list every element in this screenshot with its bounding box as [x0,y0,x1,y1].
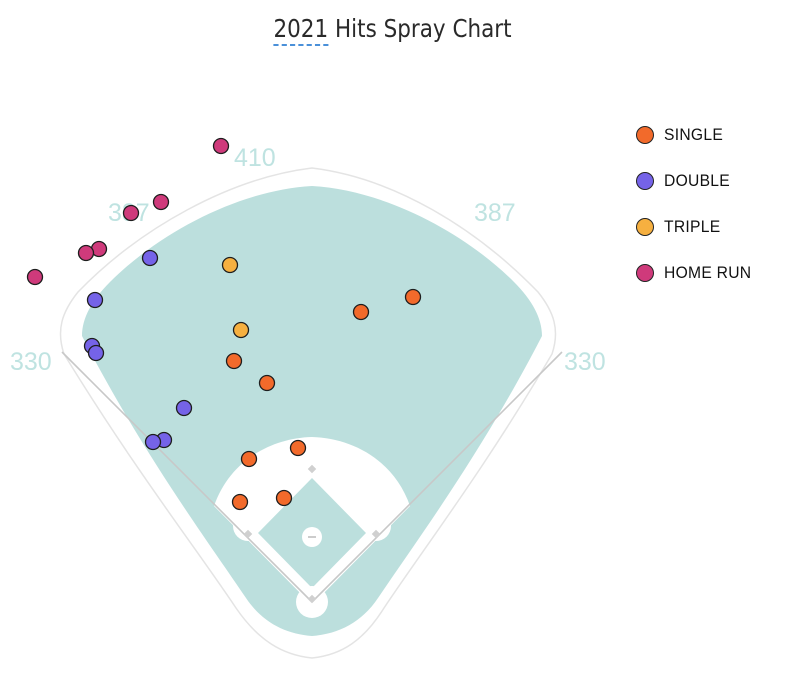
hit-point-single[interactable] [225,352,243,370]
grass-area [82,186,542,636]
distance-right-line: 330 [564,348,606,376]
hit-point-single[interactable] [275,489,293,507]
legend-item-single[interactable]: SINGLE [636,112,759,158]
second-base [307,464,317,474]
title-text: Hits Spray Chart [328,14,512,43]
distance-center: 410 [234,144,276,172]
chart-title: 2021 Hits Spray Chart [55,14,730,46]
first-base-cutout [361,511,391,541]
hit-point-home-run[interactable] [212,137,230,155]
double-marker-icon [636,172,654,190]
third-base-cutout [233,511,263,541]
home-run-marker-icon [636,264,654,282]
hit-point-double[interactable] [144,433,162,451]
hit-point-single[interactable] [404,288,422,306]
hit-point-single[interactable] [352,303,370,321]
home-plate [307,594,317,604]
distance-left-line: 330 [10,348,52,376]
legend-label-triple: TRIPLE [664,217,721,236]
legend-label-single: SINGLE [664,125,724,144]
hit-point-single[interactable] [240,450,258,468]
triple-marker-icon [636,218,654,236]
hit-point-double[interactable] [175,399,193,417]
outer-boundary [59,167,557,659]
hit-point-double[interactable] [141,249,159,267]
left-foul-line [61,351,313,603]
legend-label-home-run: HOME RUN [664,263,752,282]
hit-point-home-run[interactable] [77,244,95,262]
legend-item-home-run[interactable]: HOME RUN [636,250,759,296]
legend-item-double[interactable]: DOUBLE [636,158,759,204]
legend: SINGLE DOUBLE TRIPLE HOME RUN [636,112,759,296]
hit-point-single[interactable] [258,374,276,392]
hit-point-home-run[interactable] [122,204,140,222]
hit-point-double[interactable] [87,344,105,362]
right-foul-line [311,351,563,603]
hit-point-single[interactable] [289,439,307,457]
title-year-link[interactable]: 2021 [273,14,329,46]
legend-item-triple[interactable]: TRIPLE [636,204,759,250]
hit-point-home-run[interactable] [152,193,170,211]
hit-point-single[interactable] [231,493,249,511]
hit-point-double[interactable] [86,291,104,309]
distance-right-center: 387 [474,199,516,227]
hit-point-triple[interactable] [232,321,250,339]
first-base [371,529,381,539]
hit-points-layer [26,137,422,511]
hit-point-home-run[interactable] [26,268,44,286]
legend-label-double: DOUBLE [664,171,730,190]
hit-point-triple[interactable] [221,256,239,274]
single-marker-icon [636,126,654,144]
